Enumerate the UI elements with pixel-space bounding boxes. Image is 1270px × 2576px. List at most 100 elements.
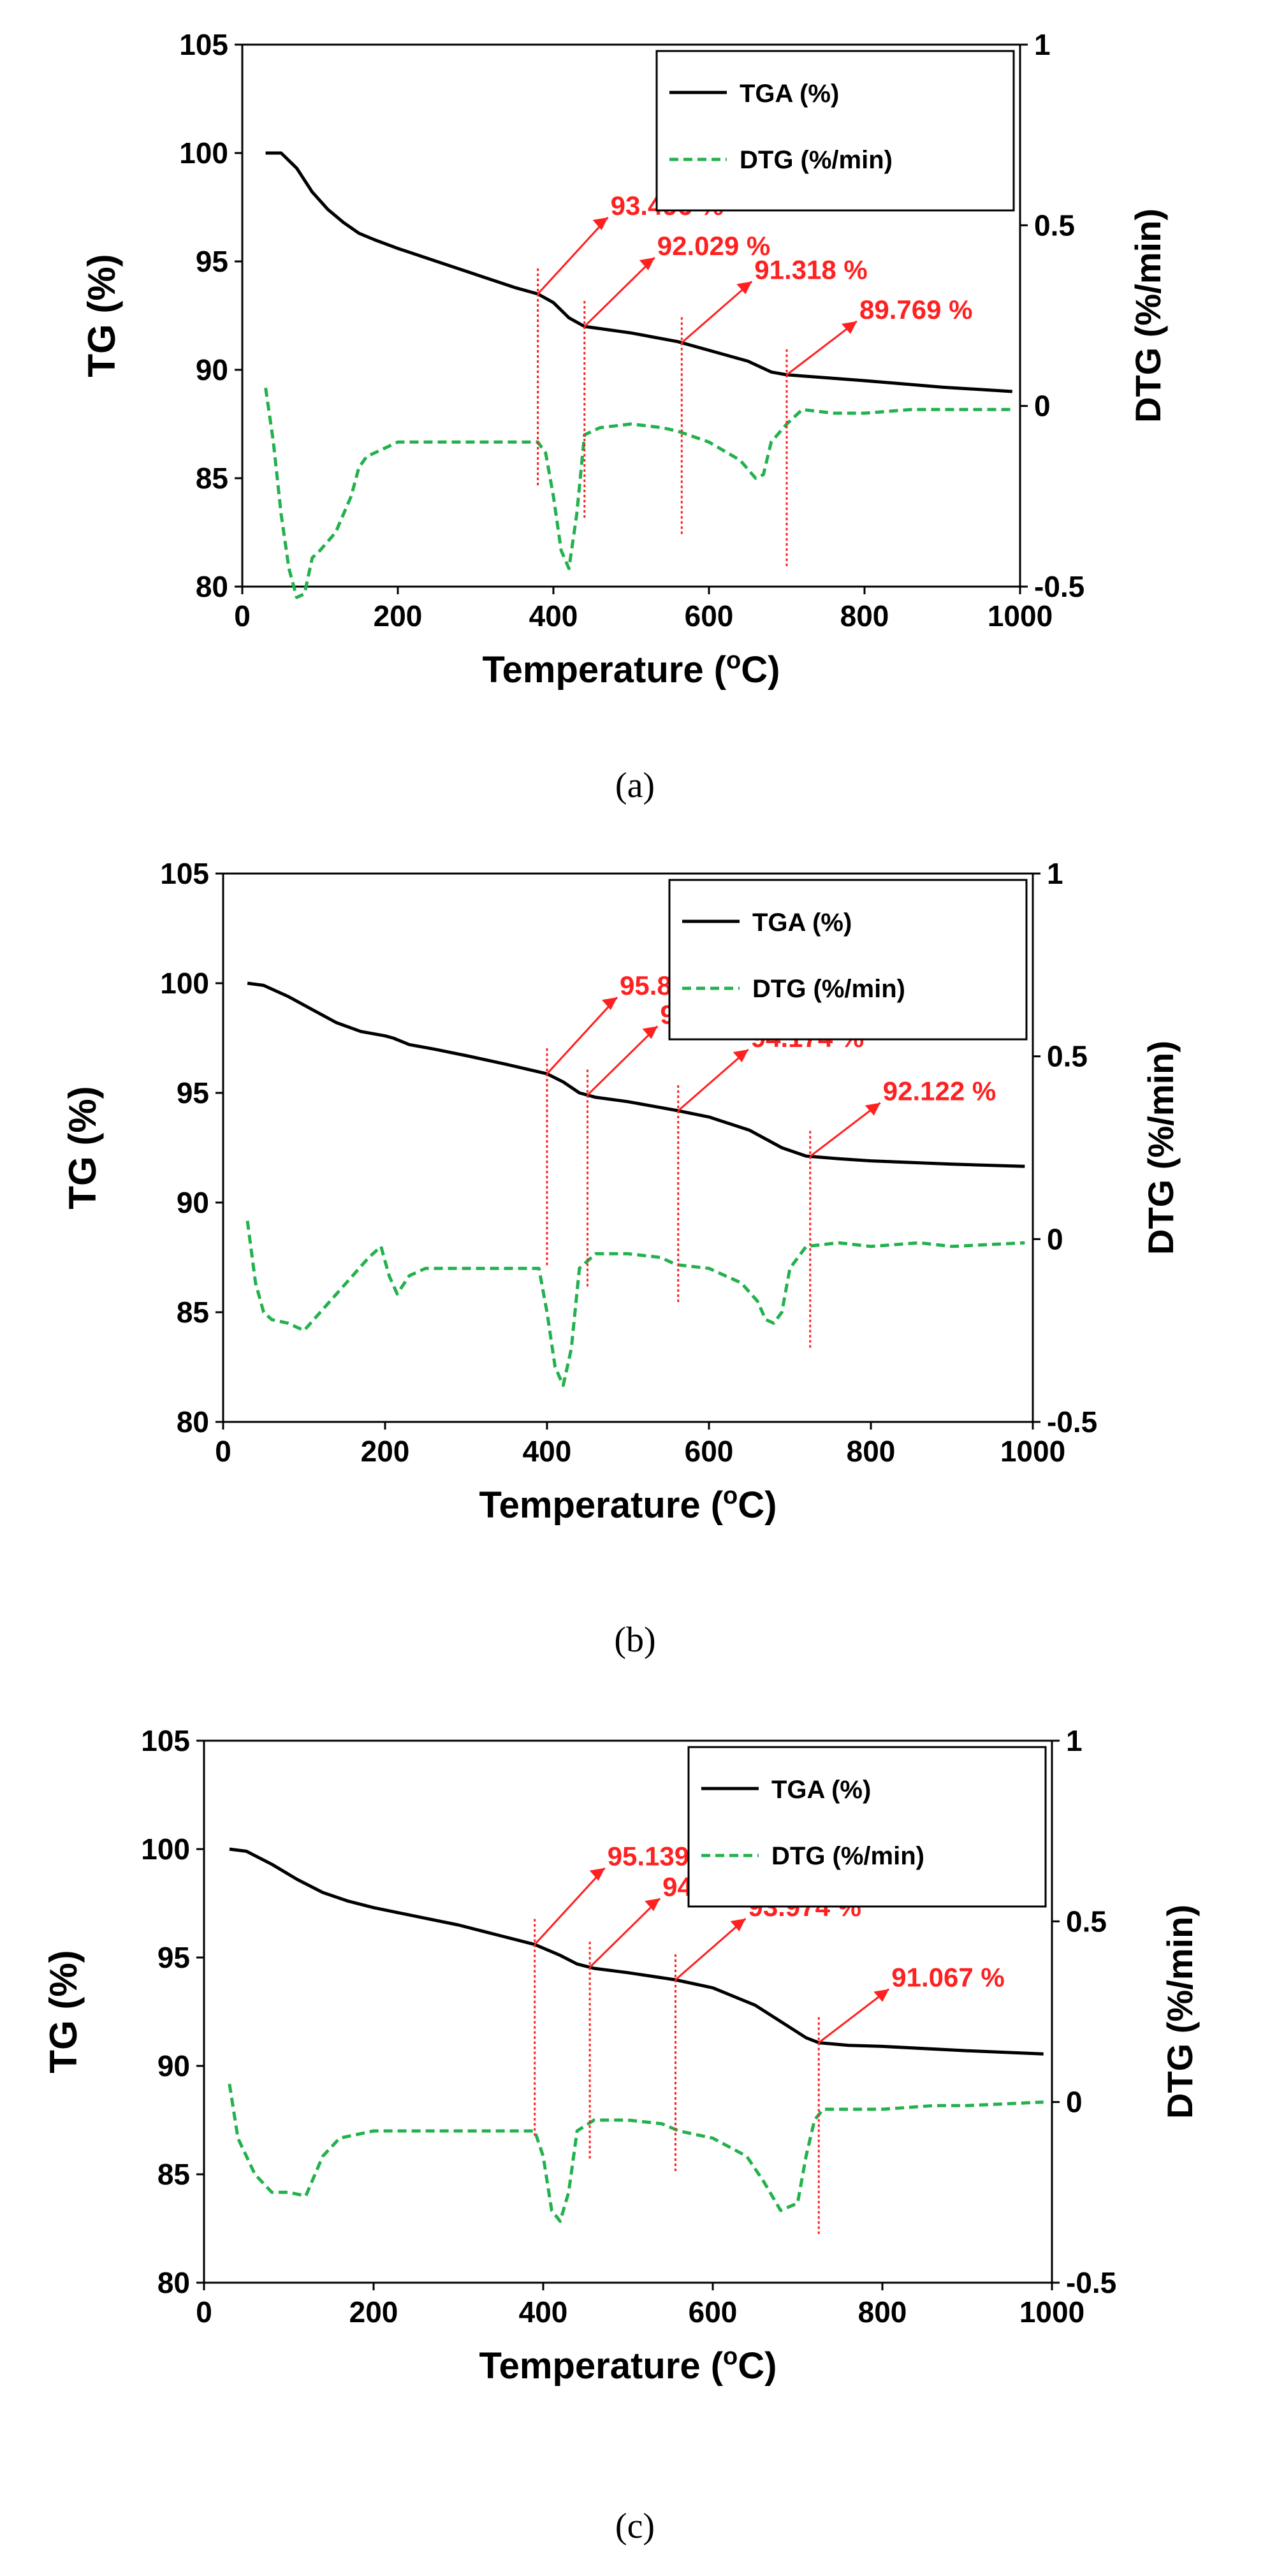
y-right-tick-label: -0.5 xyxy=(1047,1405,1097,1438)
y-right-tick-label: 0 xyxy=(1047,1222,1063,1255)
annotation-label: 92.029 % xyxy=(657,231,770,261)
x-tick-label: 400 xyxy=(523,1435,572,1468)
annotation-arrow xyxy=(587,1025,659,1096)
annotation-arrowhead xyxy=(602,997,617,1011)
legend-label-tga: TGA (%) xyxy=(740,80,839,108)
x-tick-label: 1000 xyxy=(1019,2295,1084,2329)
y-left-tick-label: 90 xyxy=(177,1186,209,1219)
x-tick-label: 1000 xyxy=(988,599,1053,633)
annotation-arrowhead xyxy=(645,1898,661,1912)
x-tick-label: 600 xyxy=(685,599,734,633)
annotation-arrowhead xyxy=(589,1868,605,1881)
y-left-tick-label: 90 xyxy=(157,2049,190,2082)
x-tick-label: 800 xyxy=(847,1435,896,1468)
annotation-arrowhead xyxy=(592,217,608,230)
annotation-arrowhead xyxy=(865,1102,880,1116)
legend-label-dtg: DTG (%/min) xyxy=(740,146,893,174)
caption-b: (b) xyxy=(614,1620,656,1660)
annotation-arrow xyxy=(583,256,655,328)
legend-box xyxy=(687,1746,1047,1908)
y-left-axis-title: TG (%) xyxy=(42,1950,85,2073)
annotation-arrow xyxy=(589,1898,661,1968)
annotation-arrowhead xyxy=(736,281,752,295)
y-right-axis-title: DTG (%/min) xyxy=(1128,209,1168,423)
x-axis-title: Temperature (oC) xyxy=(483,647,780,691)
annotation-arrow xyxy=(546,997,618,1075)
x-tick-label: 200 xyxy=(374,599,423,633)
plot-frame xyxy=(241,43,1021,588)
y-left-tick-label: 80 xyxy=(196,570,228,603)
annotation-label: 92.122 % xyxy=(883,1076,996,1106)
y-left-tick-label: 100 xyxy=(179,136,228,170)
y-left-tick-label: 90 xyxy=(196,353,228,386)
annotation-arrow xyxy=(677,1048,749,1112)
x-tick-label: 200 xyxy=(349,2295,398,2329)
y-right-axis-title: DTG (%/min) xyxy=(1160,1905,1200,2119)
annotation-label: 91.318 % xyxy=(754,255,867,285)
annotation-label: 91.067 % xyxy=(891,1963,1004,1993)
y-right-tick-label: 1 xyxy=(1047,857,1063,890)
x-tick-label: 0 xyxy=(215,1435,231,1468)
tga-series-line xyxy=(265,151,1012,393)
x-tick-label: 200 xyxy=(361,1435,410,1468)
dtg-series-line xyxy=(245,1220,1025,1387)
y-right-tick-label: 0.5 xyxy=(1047,1040,1088,1073)
caption-a: (a) xyxy=(615,766,655,805)
y-left-tick-label: 80 xyxy=(157,2266,190,2299)
tga-chart-c: 0 200 400 600 800 1000 80 85 90 95 100 105 -0.5 0 0.5 1… xyxy=(42,1724,1200,2387)
x-tick-label: 600 xyxy=(685,1435,734,1468)
annotation-arrow xyxy=(681,281,753,344)
x-tick-label: 400 xyxy=(519,2295,568,2329)
y-right-tick-label: -0.5 xyxy=(1034,570,1084,603)
legend-label-dtg: DTG (%/min) xyxy=(771,1842,924,1870)
y-left-tick-label: 105 xyxy=(179,28,228,61)
tga-chart-b: 0 200 400 600 800 1000 80 85 90 95 100 105 -0.5 0 0.5 1… xyxy=(61,857,1181,1526)
y-right-tick-label: 1 xyxy=(1066,1724,1083,1757)
y-left-axis-title: TG (%) xyxy=(61,1086,104,1209)
annotation-label: 89.769 % xyxy=(859,295,972,325)
y-left-tick-label: 95 xyxy=(157,1941,190,1974)
annotation-arrow xyxy=(786,320,858,376)
plot-frame xyxy=(203,1739,1053,2284)
dtg-series-line xyxy=(264,387,1012,599)
y-right-tick-label: -0.5 xyxy=(1066,2266,1116,2299)
legend-box xyxy=(655,50,1015,212)
x-tick-label: 0 xyxy=(234,599,251,633)
y-left-tick-label: 85 xyxy=(196,462,228,495)
dtg-series-line xyxy=(228,2083,1044,2223)
annotation-arrow xyxy=(537,216,609,295)
annotation-arrow xyxy=(809,1102,881,1157)
chart-panel-b: 0 200 400 600 800 1000 80 85 90 95 100 105 -0.5 0 0.5 1… xyxy=(0,835,1270,1664)
x-tick-label: 400 xyxy=(529,599,578,633)
chart-panel-a: 0 200 400 600 800 1000 80 85 90 95 100 105 -0.5 0 0.5 1… xyxy=(0,0,1270,829)
y-right-tick-label: 0.5 xyxy=(1066,1905,1107,1938)
y-left-tick-label: 100 xyxy=(160,967,209,1000)
y-left-tick-label: 85 xyxy=(157,2158,190,2191)
legend-label-tga: TGA (%) xyxy=(752,909,852,937)
x-tick-label: 800 xyxy=(840,599,889,633)
y-right-axis-title: DTG (%/min) xyxy=(1141,1041,1181,1255)
annotation-arrowhead xyxy=(730,1919,746,1932)
y-left-tick-label: 95 xyxy=(196,245,228,278)
x-axis-title: Temperature (oC) xyxy=(479,2343,777,2387)
y-left-tick-label: 80 xyxy=(177,1405,209,1438)
annotation-arrow xyxy=(675,1917,747,1981)
y-left-tick-label: 100 xyxy=(141,1833,190,1866)
y-left-tick-label: 105 xyxy=(141,1724,190,1757)
annotation-arrow xyxy=(818,1988,890,2044)
legend-label-tga: TGA (%) xyxy=(771,1776,871,1804)
y-left-tick-label: 95 xyxy=(177,1076,209,1109)
x-tick-label: 800 xyxy=(858,2295,907,2329)
legend-box xyxy=(668,879,1028,1041)
annotation-arrowhead xyxy=(733,1050,748,1063)
x-tick-label: 600 xyxy=(689,2295,738,2329)
x-tick-label: 1000 xyxy=(1000,1435,1065,1468)
legend-label-dtg: DTG (%/min) xyxy=(752,975,905,1003)
plot-frame xyxy=(222,872,1034,1423)
annotation-arrowhead xyxy=(873,1989,889,2002)
y-right-tick-label: 0 xyxy=(1066,2086,1083,2119)
caption-c: (c) xyxy=(615,2506,655,2546)
annotation-arrow xyxy=(534,1867,606,1945)
chart-panel-c: 0 200 400 600 800 1000 80 85 90 95 100 105 -0.5 0 0.5 1… xyxy=(0,1696,1270,2525)
y-right-tick-label: 0.5 xyxy=(1034,209,1075,242)
